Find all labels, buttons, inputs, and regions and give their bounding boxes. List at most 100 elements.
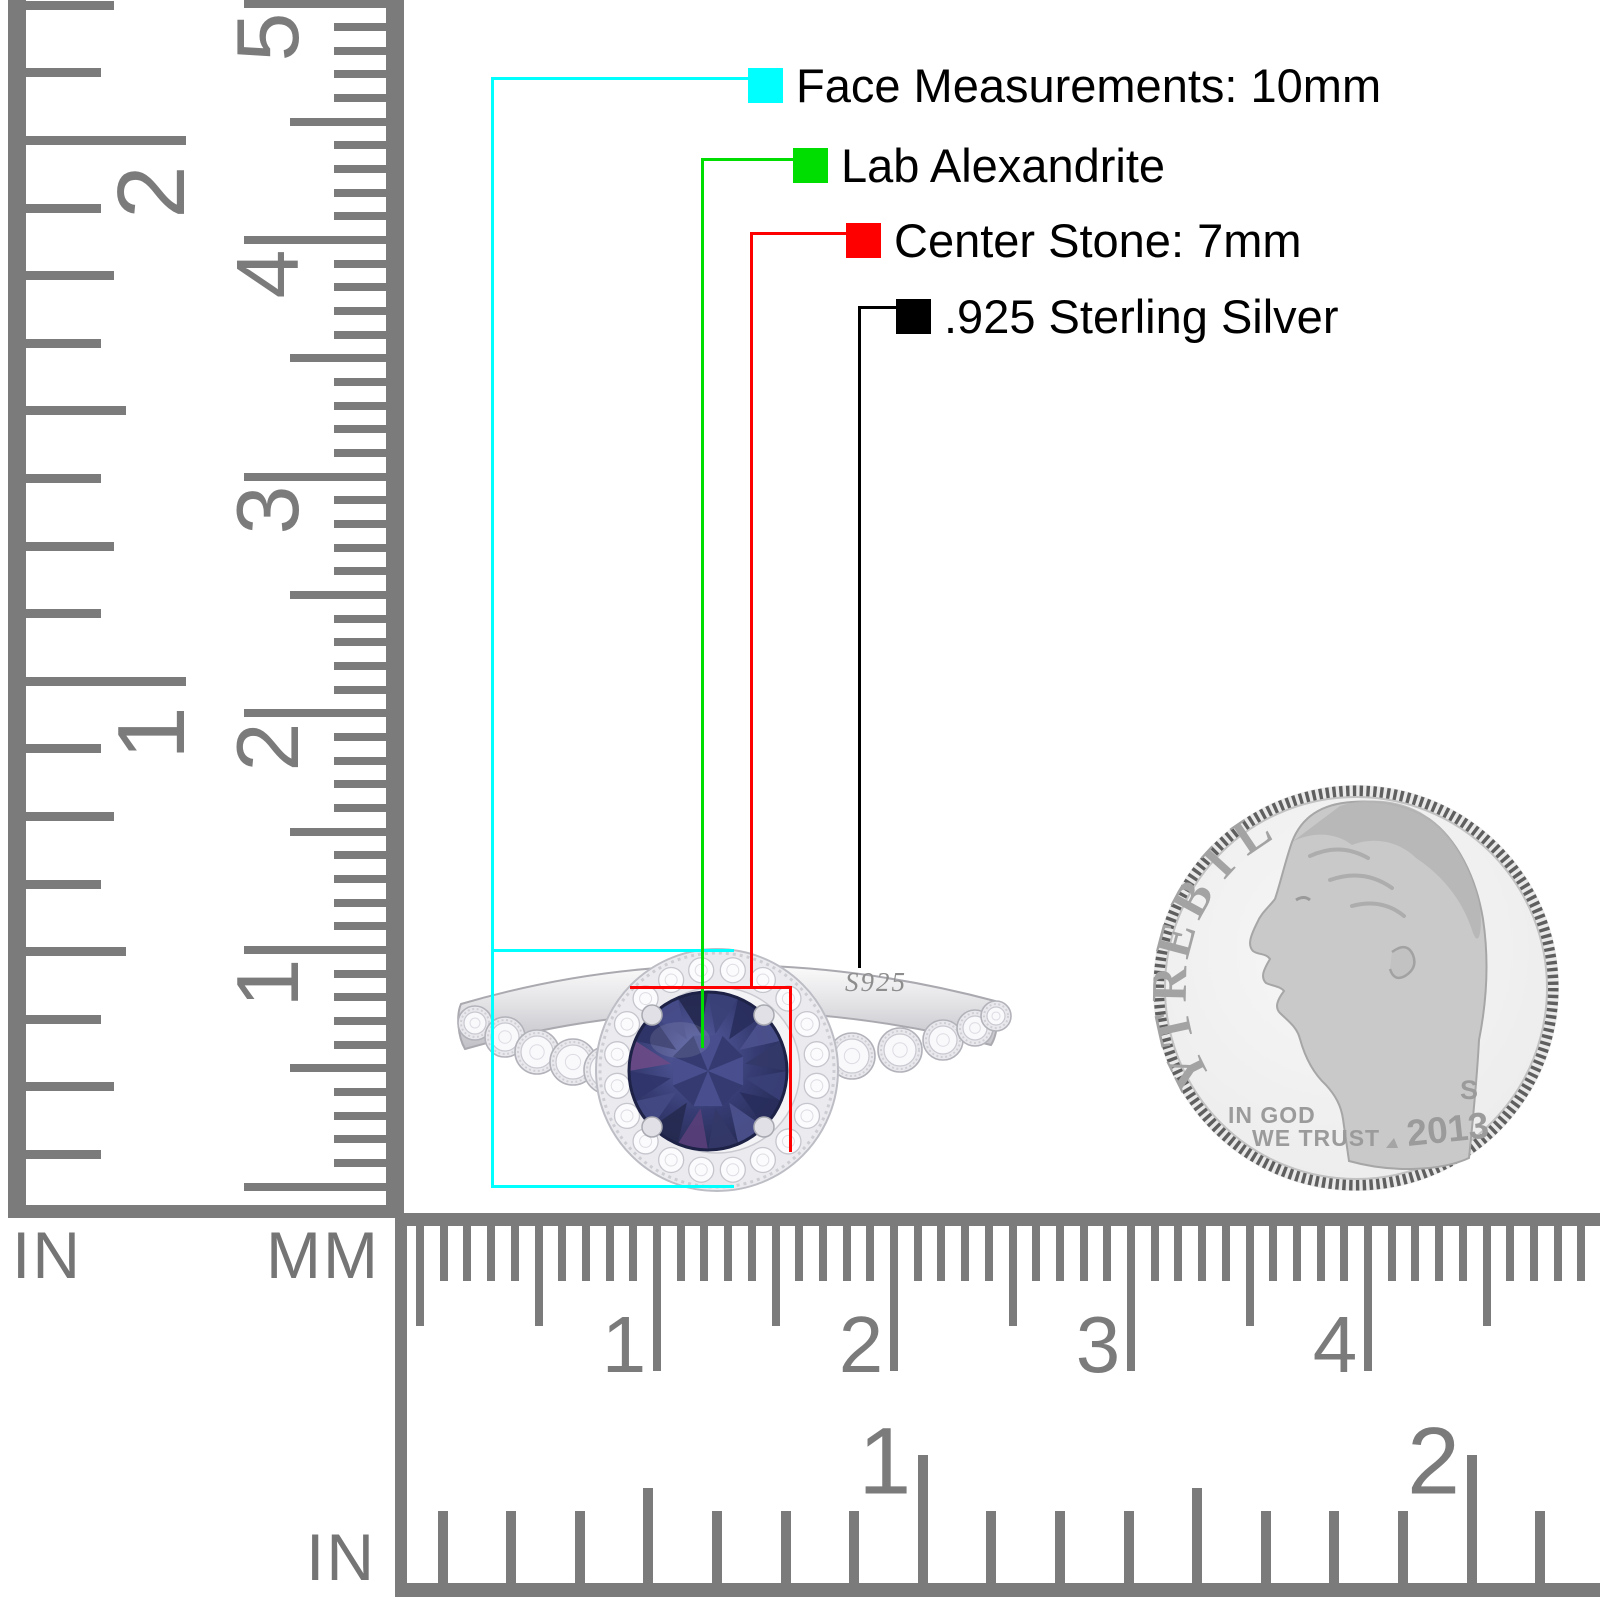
center-stone-bracket-side xyxy=(789,986,792,1152)
ruler-tick xyxy=(334,378,386,387)
ruler-tick xyxy=(334,330,386,339)
ruler-tick xyxy=(780,1511,791,1583)
ruler-tick xyxy=(506,1511,517,1583)
ruler-tick xyxy=(290,1064,386,1073)
ruler-tick xyxy=(913,1226,922,1281)
cyan-legend-square xyxy=(748,68,783,103)
ruler-tick xyxy=(1103,1226,1112,1281)
ruler-tick xyxy=(437,1511,448,1583)
ruler-tick xyxy=(1269,1226,1278,1281)
ruler-tick xyxy=(334,780,386,789)
ruler-tick xyxy=(334,1111,386,1120)
ruler-tick xyxy=(1316,1226,1325,1281)
bottom-ruler-left-edge xyxy=(395,1213,407,1597)
ruler-tick xyxy=(334,165,386,174)
ruler-tick xyxy=(849,1511,860,1583)
ruler-tick xyxy=(1466,1455,1477,1583)
ruler-tick xyxy=(334,922,386,931)
ruler-tick xyxy=(334,993,386,1002)
stone-type-line-vertical xyxy=(701,158,704,1048)
left-mm-ruler-unit: MM xyxy=(266,1218,380,1292)
ruler-tick xyxy=(961,1226,970,1281)
ruler-tick xyxy=(1032,1226,1041,1281)
face-measurements-label: Face Measurements: 10mm xyxy=(796,59,1382,112)
ruler-tick xyxy=(26,136,186,145)
coin-motto-line1: IN GOD xyxy=(1228,1102,1316,1128)
ruler-tick xyxy=(463,1226,472,1281)
ruler-tick xyxy=(439,1226,448,1281)
ruler-tick xyxy=(26,947,126,957)
left-mm-number: 3 xyxy=(218,485,317,535)
ruler-tick xyxy=(534,1226,543,1326)
ruler-tick xyxy=(1079,1226,1088,1281)
roosevelt-portrait xyxy=(1249,800,1488,1170)
ruler-tick xyxy=(26,203,101,213)
face-measure-tick-lower xyxy=(491,1185,734,1188)
ruler-tick xyxy=(917,1455,928,1583)
coin-year: 2013 xyxy=(1405,1105,1491,1154)
ruler-tick xyxy=(334,543,386,552)
ruler-tick xyxy=(643,1488,654,1583)
ruler-tick xyxy=(605,1226,614,1281)
left-inch-number: 2 xyxy=(98,165,205,219)
ruler-tick xyxy=(487,1226,496,1281)
ruler-tick xyxy=(26,68,101,78)
ruler-tick xyxy=(334,661,386,670)
ruler-tick xyxy=(1292,1226,1301,1281)
bottom-inch-ruler-unit: IN xyxy=(306,1520,376,1594)
ruler-tick xyxy=(334,1158,386,1167)
ruler-tick xyxy=(244,0,386,8)
face-measure-tick-upper xyxy=(491,949,734,952)
ruler-tick xyxy=(244,709,386,718)
ruler-tick xyxy=(26,1082,114,1092)
ruler-tick xyxy=(334,1016,386,1025)
ruler-tick xyxy=(1577,1226,1586,1281)
left-mm-number: 1 xyxy=(218,958,317,1008)
ruler-tick xyxy=(1398,1511,1408,1583)
ruler-tick xyxy=(334,23,386,32)
left-mm-number: 2 xyxy=(218,722,317,772)
center-stone-line-vertical xyxy=(750,232,753,988)
ruler-tick xyxy=(334,803,386,812)
bottom-ruler-top-bar xyxy=(395,1213,1600,1226)
ruler-tick xyxy=(984,1226,993,1281)
ruler-tick xyxy=(1055,1511,1065,1583)
callout-face-measurements: Face Measurements: 10mm xyxy=(748,62,1381,109)
ruler-tick xyxy=(334,425,386,434)
ruler-tick xyxy=(1008,1226,1017,1326)
ruler-tick xyxy=(866,1226,875,1281)
ruler-tick xyxy=(1329,1511,1340,1583)
stone-type-line-top xyxy=(701,158,795,161)
ruler-tick xyxy=(26,1014,101,1024)
ruler-tick xyxy=(416,1226,424,1326)
ruler-tick xyxy=(26,879,101,889)
metal-line-vertical xyxy=(858,306,861,968)
bottom-mm-number: 1 xyxy=(601,1300,647,1389)
coin-reeding xyxy=(1153,785,1559,1191)
ruler-tick xyxy=(334,307,386,316)
ruler-tick xyxy=(26,812,114,821)
band-engraving: S925 xyxy=(845,967,907,997)
ruler-tick xyxy=(700,1226,709,1281)
ruler-tick xyxy=(244,1182,386,1191)
ruler-tick xyxy=(26,0,114,10)
left-inch-number: 1 xyxy=(98,706,205,760)
ruler-tick xyxy=(26,406,126,416)
callout-metal: .925 Sterling Silver xyxy=(896,293,1338,340)
ruler-tick xyxy=(334,283,386,292)
ruler-tick xyxy=(26,541,114,551)
ruler-tick xyxy=(1123,1511,1134,1583)
bottom-mm-number: 3 xyxy=(1075,1300,1121,1389)
ruler-tick xyxy=(818,1226,827,1281)
red-legend-square xyxy=(846,223,881,258)
ruler-tick xyxy=(26,474,101,483)
left-inch-ruler-edge xyxy=(8,0,26,1218)
left-rulers-bottom-bar xyxy=(8,1205,404,1218)
ruler-tick xyxy=(26,676,186,686)
left-mm-number: 4 xyxy=(218,249,317,299)
svg-text:R: R xyxy=(1141,965,1198,1003)
ruler-tick xyxy=(1435,1226,1444,1281)
